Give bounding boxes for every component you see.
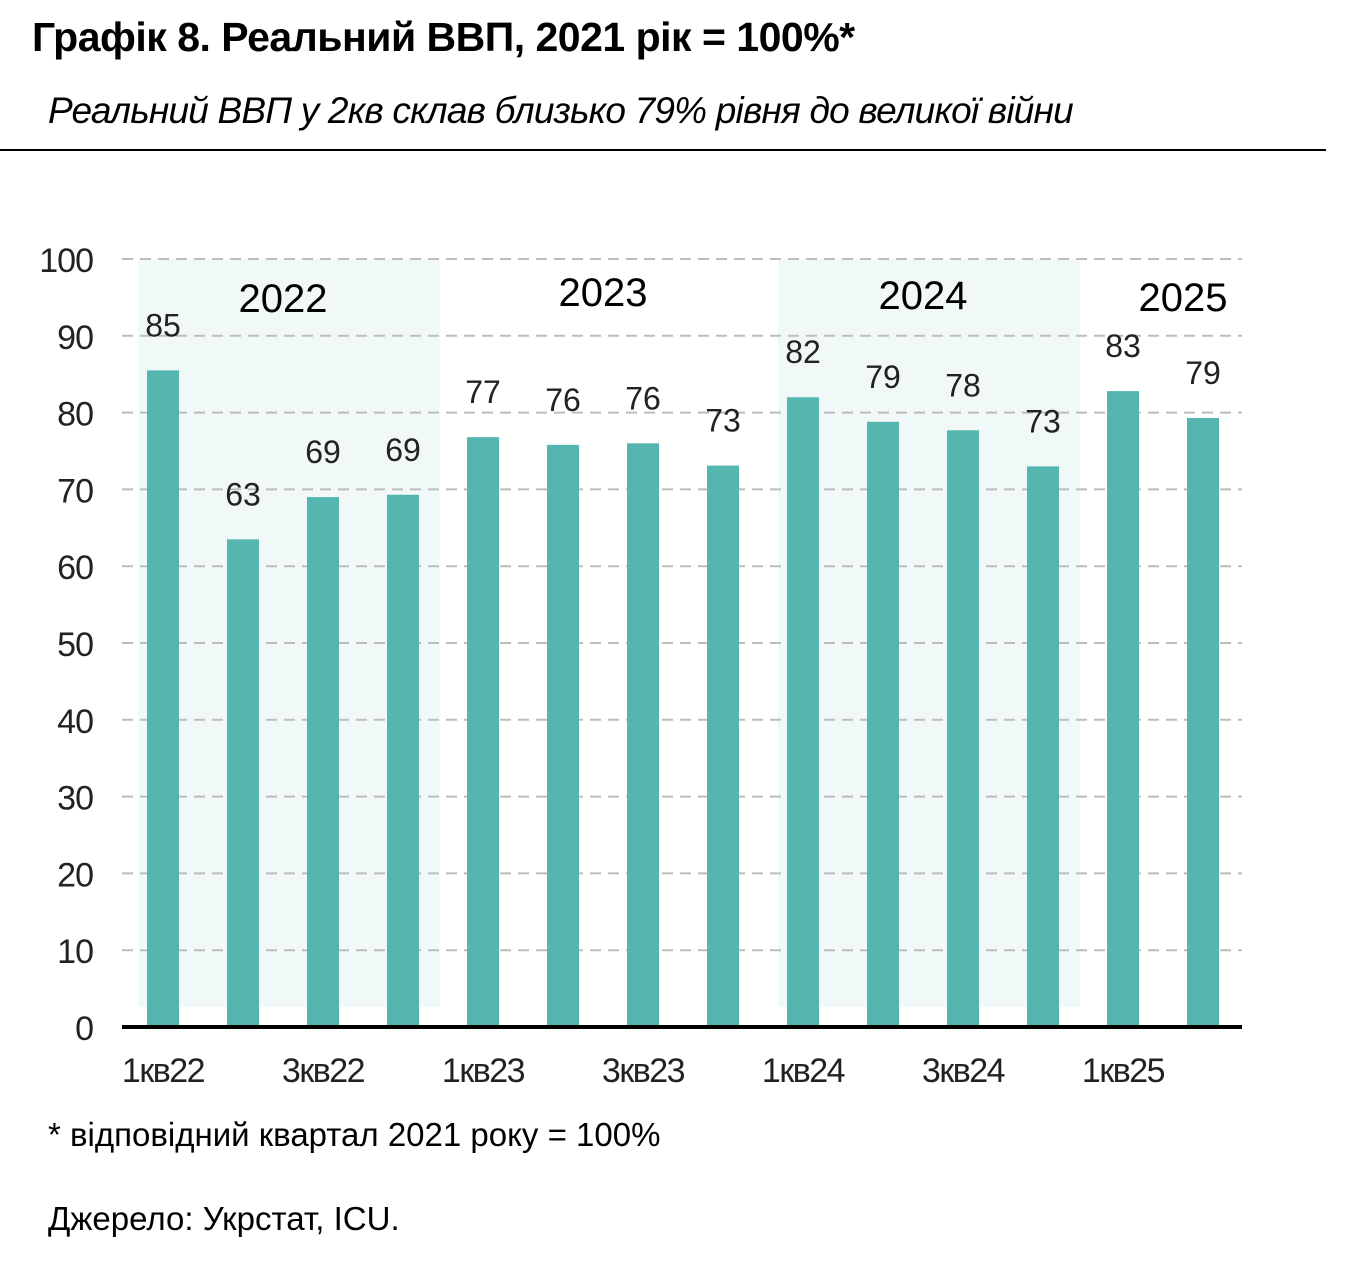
x-tick-label: 1кв22 (122, 1052, 205, 1090)
y-tick-label: 40 (57, 703, 93, 741)
bar-3кв23 (627, 443, 659, 1027)
data-label: 85 (145, 307, 181, 343)
y-tick-label: 10 (57, 933, 93, 971)
y-tick-label: 100 (39, 242, 93, 280)
labels: 2022 2023 2024 2025 0 10 20 30 40 50 60 70 80 90 100 85… (39, 242, 1227, 1090)
data-label: 83 (1105, 328, 1141, 364)
bar-1кв22 (147, 370, 179, 1027)
data-label: 73 (705, 403, 741, 439)
x-tick-label: 1кв24 (762, 1052, 845, 1090)
x-tick-label: 3кв23 (602, 1052, 685, 1090)
year-label-2024: 2024 (879, 274, 968, 318)
bar-4кв24 (1027, 466, 1059, 1027)
x-tick-label: 1кв23 (442, 1052, 525, 1090)
y-tick-label: 80 (57, 396, 93, 434)
year-label-2022: 2022 (239, 277, 328, 321)
y-tick-label: 60 (57, 549, 93, 587)
bar-2кв24 (867, 421, 899, 1027)
title-divider (0, 149, 1326, 151)
data-label: 76 (545, 382, 581, 418)
bar-4кв23 (707, 465, 739, 1027)
bar-2кв23 (547, 444, 579, 1028)
bar-2кв25 (1187, 417, 1219, 1027)
y-tick-label: 20 (57, 856, 93, 894)
chart-subtitle: Реальний ВВП у 2кв склав близько 79% рів… (48, 90, 1074, 131)
data-label: 73 (1025, 403, 1061, 439)
bar-1кв23 (467, 437, 499, 1027)
data-label: 82 (785, 334, 821, 370)
bar-4кв22 (387, 494, 419, 1027)
y-tick-label: 0 (75, 1010, 93, 1048)
y-tick-label: 70 (57, 472, 93, 510)
bar-1кв24 (787, 397, 819, 1027)
data-label: 69 (385, 432, 421, 468)
data-label: 79 (1185, 355, 1221, 391)
y-tick-label: 90 (57, 319, 93, 357)
year-label-2025: 2025 (1139, 276, 1228, 320)
data-label: 69 (305, 434, 341, 470)
bars (147, 370, 1219, 1028)
chart-title: Графік 8. Реальний ВВП, 2021 рік = 100%* (32, 14, 855, 60)
bar-3кв24 (947, 430, 979, 1027)
data-label: 79 (865, 359, 901, 395)
y-tick-label: 30 (57, 780, 93, 818)
bar-1кв25 (1107, 391, 1139, 1027)
x-tick-label: 3кв22 (282, 1052, 365, 1090)
x-tick-label: 1кв25 (1082, 1052, 1165, 1090)
data-label: 77 (465, 374, 501, 410)
source-note: Джерело: Укрстат, ICU. (48, 1200, 400, 1237)
data-label: 78 (945, 367, 981, 403)
bar-2кв22 (227, 539, 259, 1027)
year-label-2023: 2023 (559, 271, 648, 315)
year-bands (138, 259, 1080, 1007)
footnote: * відповідний квартал 2021 року = 100% (48, 1116, 661, 1153)
data-label: 63 (225, 476, 261, 512)
bar-3кв22 (307, 497, 339, 1028)
data-label: 76 (625, 380, 661, 416)
x-tick-label: 3кв24 (922, 1052, 1005, 1090)
y-tick-label: 50 (57, 626, 93, 664)
